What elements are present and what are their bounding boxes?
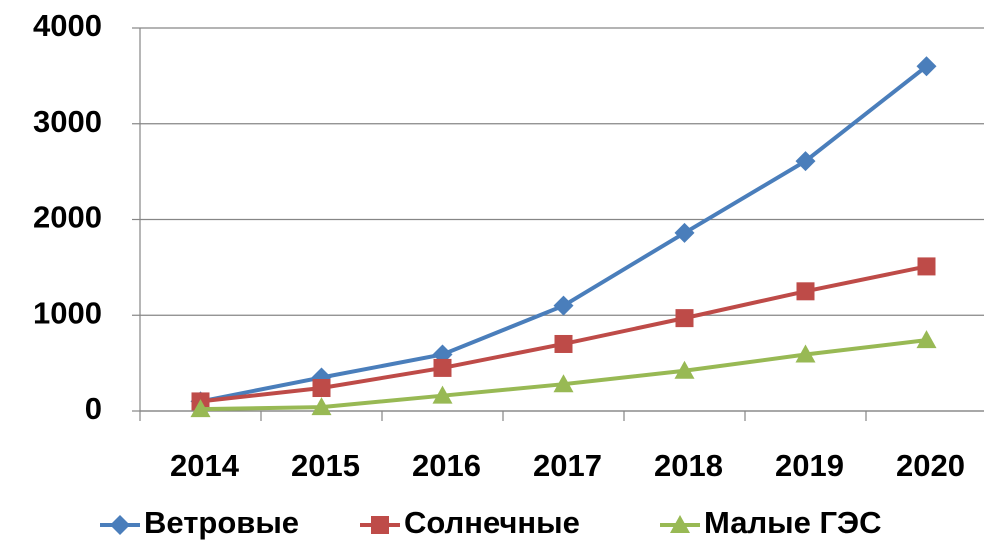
- data-point: [554, 334, 573, 353]
- x-tick-label: 2020: [896, 448, 965, 483]
- legend-label: Ветровые: [144, 505, 299, 540]
- data-point: [190, 399, 211, 418]
- data-point: [312, 379, 331, 398]
- data-point: [795, 151, 816, 172]
- data-point: [553, 374, 574, 393]
- data-point: [795, 344, 816, 363]
- legend-label: Малые ГЭС: [704, 505, 881, 540]
- x-tick-label: 2015: [291, 448, 360, 483]
- y-tick-label: 1000: [33, 295, 102, 330]
- x-tick-label: 2016: [412, 448, 481, 483]
- x-tick-label: 2019: [775, 448, 844, 483]
- y-tick-label: 0: [85, 391, 102, 426]
- y-tick-label: 3000: [33, 104, 102, 139]
- data-point: [916, 56, 937, 77]
- data-point: [796, 282, 815, 301]
- data-point: [553, 295, 574, 316]
- legend-marker: [371, 516, 389, 534]
- legend-marker: [670, 515, 690, 533]
- data-point: [675, 309, 694, 328]
- legend-label: Солнечные: [404, 505, 580, 540]
- x-tick-label: 2018: [654, 448, 723, 483]
- data-point: [432, 385, 453, 404]
- y-tick-label: 2000: [33, 200, 102, 235]
- legend-marker: [110, 515, 130, 535]
- data-point: [433, 358, 452, 377]
- x-tick-label: 2017: [533, 448, 602, 483]
- y-tick-label: 4000: [33, 8, 102, 43]
- data-point: [674, 360, 695, 379]
- data-point: [916, 330, 937, 349]
- x-tick-label: 2014: [170, 448, 240, 483]
- data-point: [917, 257, 936, 276]
- data-point: [311, 397, 332, 416]
- data-point: [674, 222, 695, 243]
